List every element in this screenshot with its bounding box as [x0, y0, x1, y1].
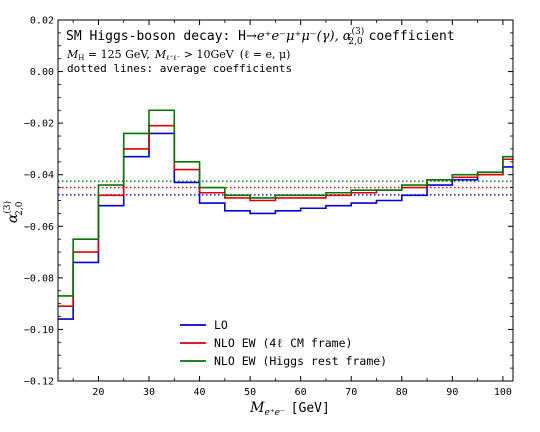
x-tick-label: 90 — [446, 387, 458, 398]
y-axis: −0.12 −0.10 −0.08 −0.06 −0.04 −0.02 0.00 0.02 — [24, 16, 513, 388]
x-tick-label: 60 — [295, 387, 307, 398]
y-tick-label: 0.02 — [30, 16, 54, 27]
x-axis-label-sub: e⁺e⁻ — [265, 408, 285, 418]
title-alpha: α — [343, 29, 352, 44]
series-line — [58, 132, 513, 320]
subtitle-mh-sub: H — [78, 54, 84, 62]
x-axis-label: Me⁺e⁻ [GeV] — [249, 400, 330, 418]
y-axis-label: α(3) 2,0 — [2, 201, 25, 223]
y-tick-label: −0.06 — [24, 222, 54, 233]
y-tick-label: −0.08 — [24, 273, 54, 284]
title-final-state: e⁺e⁻μ⁺μ⁻(γ), — [257, 29, 339, 44]
legend-label: LO — [214, 318, 228, 332]
title-arrow: → — [246, 29, 257, 44]
chart-subtitle-1: MH = 125 GeV, Mℓ⁺ℓ⁻ > 10GeV (ℓ = e, μ) — [66, 48, 290, 62]
x-axis: 20 30 40 50 60 70 80 90 100 — [72, 20, 512, 398]
y-axis-label-symbol: α — [5, 213, 21, 223]
y-tick-label: −0.12 — [24, 377, 54, 388]
legend-label: NLO EW (4ℓ CM frame) — [214, 336, 352, 350]
chart-subtitle-2: dotted lines: average coefficients — [67, 62, 292, 75]
y-tick-label: −0.02 — [24, 119, 54, 130]
y-axis-label-sup: (3) — [2, 201, 13, 214]
x-tick-label: 40 — [194, 387, 206, 398]
y-tick-label: −0.04 — [24, 170, 54, 181]
subtitle-mll-sub: ℓ⁺ℓ⁻ — [166, 54, 180, 62]
x-axis-label-symbol: M — [249, 400, 265, 416]
title-tail: coefficient — [369, 29, 455, 44]
x-axis-label-unit: [GeV] — [291, 401, 330, 416]
title-alpha-sup: (3) — [351, 26, 364, 37]
subtitle-mll-label: M — [154, 48, 167, 61]
series-line — [58, 109, 513, 297]
y-axis-label-sub: 2,0 — [15, 201, 25, 216]
title-main: SM Higgs-boson decay: H — [66, 29, 246, 44]
x-tick-label: 100 — [494, 387, 512, 398]
legend-label: NLO EW (Higgs rest frame) — [214, 354, 387, 368]
x-tick-label: 80 — [396, 387, 408, 398]
subtitle-mh-label: M — [66, 48, 79, 61]
x-tick-label: 50 — [244, 387, 256, 398]
subtitle-lepton-note: (ℓ = e, μ) — [240, 48, 291, 61]
x-tick-label: 20 — [92, 387, 104, 398]
y-tick-label: 0.00 — [30, 67, 54, 78]
x-tick-label: 30 — [143, 387, 155, 398]
subtitle-mh-value: = 125 GeV, — [84, 48, 150, 61]
y-tick-label: −0.10 — [24, 325, 54, 336]
title-alpha-sub: 2,0 — [348, 37, 363, 47]
legend: LO NLO EW (4ℓ CM frame) NLO EW (Higgs rest… — [180, 318, 387, 368]
x-tick-label: 70 — [345, 387, 357, 398]
plot-area — [58, 20, 513, 381]
subtitle-mll-value: > 10GeV — [180, 48, 235, 61]
chart-title: SM Higgs-boson decay: H→e⁺e⁻μ⁺μ⁻(γ), α(3)… — [66, 26, 455, 47]
series-lines — [58, 109, 513, 320]
